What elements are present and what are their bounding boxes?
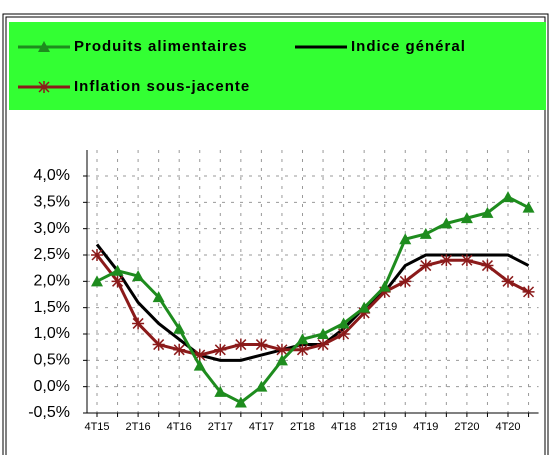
x-tick-label: 4T20	[495, 421, 520, 433]
x-tick-label: 4T18	[331, 421, 356, 433]
x-tick-label: 2T19	[372, 421, 397, 433]
marker	[91, 275, 103, 287]
marker	[378, 285, 391, 298]
marker	[317, 338, 330, 351]
marker	[399, 275, 412, 288]
marker	[275, 343, 288, 356]
x-tick-label: 4T15	[84, 421, 109, 433]
marker	[502, 191, 514, 203]
frame-outer	[2, 13, 549, 455]
y-tick-label: 4,0%	[34, 167, 70, 184]
x-tick-label: 4T17	[249, 421, 274, 433]
marker	[481, 206, 494, 218]
y-tick-label: 3,0%	[34, 220, 70, 237]
x-tick-label: 4T16	[167, 421, 192, 433]
marker	[522, 285, 535, 298]
legend-label: Indice général	[351, 38, 466, 55]
marker	[255, 338, 268, 351]
marker	[234, 338, 247, 351]
marker	[460, 254, 473, 267]
y-tick-label: 1,5%	[34, 299, 70, 316]
legend-label: Produits alimentaires	[74, 38, 248, 55]
marker	[173, 343, 186, 356]
marker	[255, 380, 268, 392]
marker	[132, 317, 145, 330]
frame-inner	[5, 16, 546, 455]
marker	[481, 259, 494, 272]
marker	[337, 317, 350, 329]
y-tick-label: 2,5%	[34, 246, 70, 263]
marker	[132, 270, 145, 282]
marker	[522, 201, 535, 213]
marker	[193, 349, 206, 362]
y-tick-label: 0,0%	[34, 378, 70, 395]
legend-label: Inflation sous-jacente	[74, 78, 250, 95]
marker	[358, 306, 371, 319]
marker	[152, 291, 165, 303]
x-tick-label: 2T20	[454, 421, 479, 433]
marker	[275, 354, 288, 366]
marker	[214, 385, 227, 397]
x-tick-label: 2T16	[126, 421, 151, 433]
marker	[234, 396, 247, 408]
marker	[173, 322, 186, 334]
legend: Produits alimentaires Indice général Infla…	[9, 22, 546, 110]
marker	[440, 254, 453, 267]
marker	[378, 280, 391, 292]
marker	[419, 227, 432, 239]
marker	[337, 328, 350, 340]
marker	[214, 343, 227, 356]
marker	[296, 343, 309, 356]
x-tick-label: 2T17	[208, 421, 233, 433]
marker	[440, 217, 453, 229]
legend-box	[9, 22, 546, 110]
x-tick-label: 4T19	[413, 421, 438, 433]
series-line	[95, 254, 530, 357]
marker	[38, 41, 50, 52]
series-line	[95, 243, 530, 362]
marker	[91, 249, 103, 261]
x-tick-label: 2T18	[290, 421, 315, 433]
marker	[358, 301, 371, 313]
marker	[460, 212, 473, 224]
marker	[152, 338, 165, 351]
y-tick-label: 0,5%	[34, 352, 70, 369]
marker	[193, 359, 206, 371]
marker	[502, 275, 514, 288]
y-tick-label: 2,0%	[34, 273, 70, 290]
y-tick-label: -0,5%	[28, 404, 70, 421]
marker	[38, 81, 50, 93]
y-tick-label: 3,5%	[34, 194, 70, 211]
marker	[419, 259, 432, 272]
series-line	[96, 195, 530, 405]
marker	[296, 333, 309, 345]
marker	[317, 328, 330, 339]
marker	[111, 264, 124, 276]
marker	[399, 233, 412, 245]
y-tick-label: 1,0%	[34, 325, 70, 342]
marker	[111, 275, 124, 288]
